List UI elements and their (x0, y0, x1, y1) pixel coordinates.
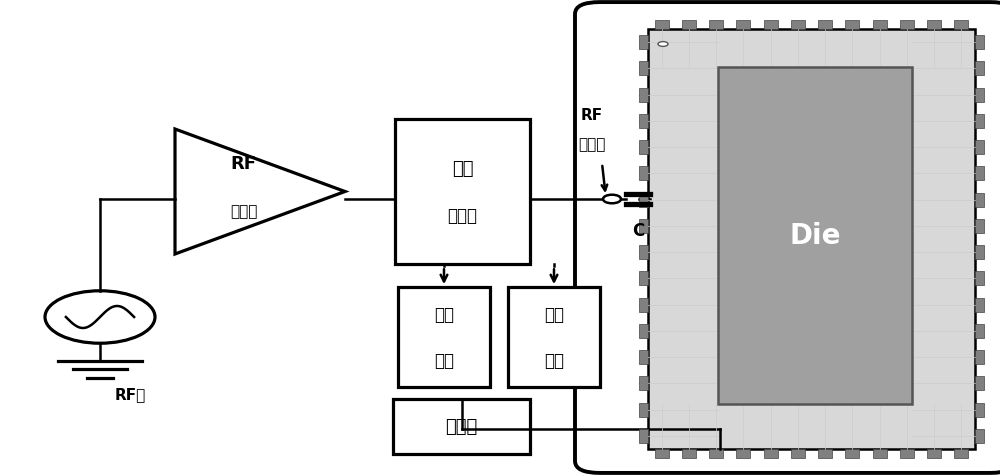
Text: RF: RF (231, 155, 256, 172)
Text: 前向: 前向 (434, 306, 454, 323)
Text: Die: Die (789, 222, 841, 250)
Text: 注入点: 注入点 (578, 137, 606, 152)
Bar (682, 449, 696, 458)
Bar (639, 36, 648, 50)
Bar (508, 288, 600, 387)
Bar (975, 193, 984, 207)
Text: 放大器: 放大器 (230, 204, 257, 218)
Bar (736, 21, 750, 30)
Text: 示波器: 示波器 (445, 417, 478, 436)
Bar (975, 36, 984, 50)
Bar (818, 21, 832, 30)
FancyBboxPatch shape (575, 3, 1000, 473)
Bar (393, 399, 530, 454)
Bar (709, 21, 723, 30)
Text: 反射: 反射 (544, 306, 564, 323)
Bar (975, 115, 984, 129)
Text: 功率: 功率 (544, 351, 564, 369)
Bar (975, 62, 984, 76)
Bar (639, 324, 648, 338)
Bar (639, 298, 648, 312)
Bar (975, 429, 984, 443)
Bar (975, 246, 984, 259)
Bar (639, 115, 648, 129)
Bar (736, 449, 750, 458)
Bar (639, 62, 648, 76)
Bar (655, 21, 669, 30)
Bar (648, 30, 975, 449)
Bar (639, 141, 648, 155)
Bar (639, 167, 648, 181)
Bar (975, 298, 984, 312)
Bar (639, 350, 648, 364)
Text: RF源: RF源 (114, 386, 146, 401)
Bar (682, 21, 696, 30)
Circle shape (658, 42, 668, 47)
Bar (818, 449, 832, 458)
Bar (927, 449, 941, 458)
Bar (927, 21, 941, 30)
Bar (398, 288, 490, 387)
Bar (764, 449, 778, 458)
Bar (639, 429, 648, 443)
Bar (709, 449, 723, 458)
Bar (975, 272, 984, 286)
Bar (791, 449, 805, 458)
Bar (639, 272, 648, 286)
Bar (975, 219, 984, 233)
Bar (954, 21, 968, 30)
Bar (975, 141, 984, 155)
Bar (395, 120, 530, 265)
Bar (639, 403, 648, 417)
Bar (845, 21, 859, 30)
Bar (900, 21, 914, 30)
Text: C: C (632, 222, 644, 240)
Text: 功率: 功率 (434, 351, 454, 369)
Bar (975, 350, 984, 364)
Bar (975, 377, 984, 390)
Bar (954, 449, 968, 458)
Text: 定向: 定向 (452, 159, 473, 177)
Bar (639, 219, 648, 233)
Bar (764, 21, 778, 30)
Bar (975, 89, 984, 102)
Bar (975, 167, 984, 181)
Bar (639, 377, 648, 390)
Bar (791, 21, 805, 30)
Bar (873, 449, 887, 458)
Bar (845, 449, 859, 458)
Bar (655, 449, 669, 458)
Bar (975, 403, 984, 417)
Bar (873, 21, 887, 30)
Bar (718, 68, 912, 404)
Bar (639, 193, 648, 207)
Text: 耦合器: 耦合器 (448, 207, 478, 225)
Bar (975, 324, 984, 338)
Bar (900, 449, 914, 458)
Circle shape (603, 195, 621, 204)
Bar (639, 89, 648, 102)
Text: RF: RF (581, 107, 603, 122)
Bar (639, 246, 648, 259)
